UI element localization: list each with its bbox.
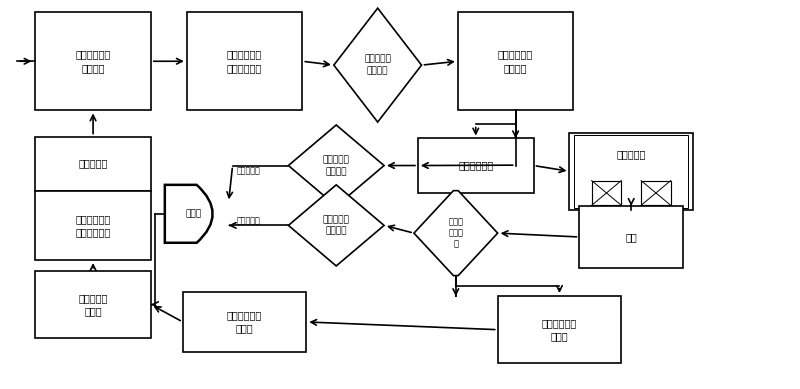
Text: 输送带
走行信
号: 输送带 走行信 号 bbox=[448, 217, 463, 249]
Bar bbox=[574, 135, 688, 208]
Text: 除铁器励磁: 除铁器励磁 bbox=[617, 149, 646, 159]
Polygon shape bbox=[414, 191, 498, 276]
Bar bbox=[35, 12, 151, 110]
Text: 二与门: 二与门 bbox=[186, 209, 202, 218]
Bar bbox=[418, 138, 534, 193]
Text: 输送带走行
信号提取: 输送带走行 信号提取 bbox=[322, 215, 350, 236]
Text: 平面消磁器: 平面消磁器 bbox=[78, 159, 108, 168]
Bar bbox=[35, 271, 151, 338]
Bar bbox=[570, 133, 693, 210]
Text: 输送带走行驱
动电机: 输送带走行驱 动电机 bbox=[542, 318, 577, 341]
Text: 除铁: 除铁 bbox=[626, 232, 637, 242]
Polygon shape bbox=[288, 125, 384, 206]
Text: 除铁器驱动器: 除铁器驱动器 bbox=[458, 161, 494, 170]
Bar bbox=[641, 180, 670, 205]
Bar bbox=[592, 180, 622, 205]
Text: 除铁器同步
信号提取: 除铁器同步 信号提取 bbox=[322, 155, 350, 176]
PathPatch shape bbox=[165, 185, 213, 243]
Text: 金属检测器检
出金属物: 金属检测器检 出金属物 bbox=[498, 50, 534, 73]
Bar bbox=[182, 292, 306, 352]
Bar bbox=[186, 12, 302, 110]
Bar bbox=[458, 12, 574, 110]
Bar bbox=[498, 296, 622, 363]
Bar bbox=[579, 206, 683, 268]
Text: 第二输入端: 第二输入端 bbox=[237, 216, 260, 225]
Polygon shape bbox=[288, 185, 384, 266]
Text: 钢丝内衬输送
带运行中: 钢丝内衬输送 带运行中 bbox=[75, 50, 110, 73]
Text: 金属检测器
门禁系统: 金属检测器 门禁系统 bbox=[364, 55, 391, 75]
Text: 初始启动延时
中断器: 初始启动延时 中断器 bbox=[227, 310, 262, 333]
Text: 平面消磁器
控制箱: 平面消磁器 控制箱 bbox=[78, 293, 108, 316]
Polygon shape bbox=[334, 8, 422, 122]
Text: 平面消磁器工
作时间控制器: 平面消磁器工 作时间控制器 bbox=[75, 214, 110, 237]
Bar bbox=[35, 191, 151, 260]
Text: 输送带上矿物
料中的金属物: 输送带上矿物 料中的金属物 bbox=[227, 50, 262, 73]
Text: 第一输入端: 第一输入端 bbox=[237, 167, 260, 176]
Bar bbox=[35, 137, 151, 191]
